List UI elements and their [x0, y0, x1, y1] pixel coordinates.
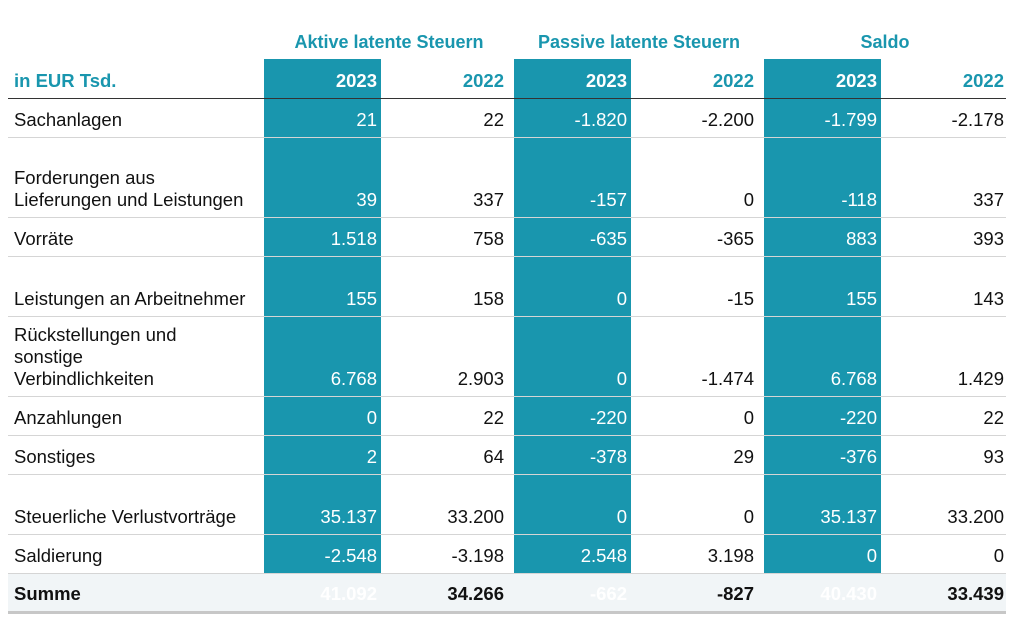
table-cell: -1.474 — [701, 368, 754, 389]
year-header: 2022 — [712, 70, 754, 91]
table-cell: 3.198 — [707, 545, 754, 566]
table-cell: -3.198 — [451, 545, 504, 566]
table-cell: 0 — [743, 407, 754, 428]
table-cell: -15 — [727, 288, 754, 309]
table-cell: -220 — [839, 407, 877, 428]
table-cell: 337 — [473, 189, 504, 210]
group-header-aktive: Aktive latente Steuern — [294, 32, 484, 52]
table-cell: 0 — [616, 288, 627, 309]
row-label: Sonstiges — [14, 446, 96, 467]
table-cell: -1.799 — [824, 109, 877, 130]
table-cell: 0 — [743, 189, 754, 210]
row-label: Saldierung — [14, 545, 103, 566]
table-row: Forderungen aus Lieferungen und Leistung… — [8, 138, 1006, 218]
table-cell: 64 — [483, 446, 504, 467]
row-label: Anzahlungen — [14, 407, 123, 428]
table-cell: 883 — [846, 228, 877, 249]
table-cell: 158 — [473, 288, 504, 309]
table-cell: -378 — [589, 446, 627, 467]
table-cell: 35.137 — [820, 506, 877, 527]
row-label: Leistungen an Arbeitnehmer — [14, 288, 246, 309]
table-row: Rückstellungen und sonstige Verbindlichk… — [8, 317, 1006, 397]
table-row: Sonstiges 2 64 -378 29 -376 93 — [8, 436, 1006, 475]
table-row: Leistungen an Arbeitnehmer 155 158 0 -15… — [8, 257, 1006, 317]
table-cell: 2.903 — [457, 368, 504, 389]
total-cell: -827 — [716, 583, 754, 604]
table-cell: -157 — [589, 189, 627, 210]
table-cell: -2.200 — [701, 109, 754, 130]
table-cell: 1.518 — [330, 228, 377, 249]
table-cell: 22 — [483, 407, 504, 428]
table-cell: -2.548 — [324, 545, 377, 566]
row-label: Vorräte — [14, 228, 74, 249]
table-cell: 6.768 — [830, 368, 877, 389]
table-cell: -365 — [716, 228, 754, 249]
table-cell: 1.429 — [957, 368, 1004, 389]
highlight-column-passive-2023 — [514, 59, 631, 611]
table-cell: -376 — [839, 446, 877, 467]
highlight-column-saldo-2023 — [764, 59, 881, 611]
table-cell: 155 — [846, 288, 877, 309]
table-row: Vorräte 1.518 758 -635 -365 883 393 — [8, 218, 1006, 257]
table-cell: 0 — [993, 545, 1004, 566]
group-header-passive: Passive latente Steuern — [537, 32, 741, 52]
table-cell: 39 — [356, 189, 377, 210]
table-cell: 33.200 — [447, 506, 504, 527]
table-cell: -220 — [589, 407, 627, 428]
table-row: Sachanlagen 21 22 -1.820 -2.200 -1.799 -… — [8, 99, 1006, 138]
year-header: 2023 — [335, 70, 377, 91]
table-cell: 393 — [973, 228, 1004, 249]
year-header: 2023 — [585, 70, 627, 91]
total-label: Summe — [14, 583, 81, 604]
row-label: Rückstellungen und sonstige Verbindlichk… — [14, 324, 177, 389]
table-cell: 758 — [473, 228, 504, 249]
table-cell: 337 — [973, 189, 1004, 210]
table-cell: 6.768 — [330, 368, 377, 389]
table-cell: 155 — [346, 288, 377, 309]
table-row: Saldierung -2.548 -3.198 2.548 3.198 0 0 — [8, 535, 1006, 574]
table-cell: 35.137 — [320, 506, 377, 527]
table-cell: -2.178 — [951, 109, 1004, 130]
year-header: 2022 — [962, 70, 1004, 91]
highlight-column-aktive-2023 — [264, 59, 381, 611]
row-label: Forderungen aus Lieferungen und Leistung… — [14, 167, 244, 210]
table-cell: 21 — [356, 109, 377, 130]
year-header: 2023 — [835, 70, 877, 91]
total-cell: 40.430 — [820, 583, 877, 604]
table-cell: 93 — [983, 446, 1004, 467]
table-cell: 0 — [616, 368, 627, 389]
unit-label: in EUR Tsd. — [14, 70, 117, 91]
table-cell: 2 — [366, 446, 377, 467]
table-cell: 0 — [743, 506, 754, 527]
table-cell: 143 — [973, 288, 1004, 309]
table-cell: -1.820 — [574, 109, 627, 130]
table-cell: 0 — [366, 407, 377, 428]
total-row: Summe 41.092 34.266 -662 -827 40.430 33.… — [8, 574, 1006, 614]
table-cell: 2.548 — [580, 545, 627, 566]
total-cell: 33.439 — [947, 583, 1004, 604]
row-label: Sachanlagen — [14, 109, 123, 130]
table-cell: -118 — [841, 189, 877, 210]
total-cell: 41.092 — [320, 583, 377, 604]
table-row: Steuerliche Verlustvorträge 35.137 33.20… — [8, 475, 1006, 535]
table-cell: 22 — [483, 109, 504, 130]
table-cell: 22 — [983, 407, 1004, 428]
group-header-saldo: Saldo — [860, 32, 910, 52]
table-cell: 0 — [616, 506, 627, 527]
total-cell: 34.266 — [447, 583, 504, 604]
table-row: Anzahlungen 0 22 -220 0 -220 22 — [8, 397, 1006, 436]
total-cell: -662 — [589, 583, 627, 604]
table-cell: 0 — [866, 545, 877, 566]
table-cell: 29 — [733, 446, 754, 467]
table-cell: 33.200 — [947, 506, 1004, 527]
row-label: Steuerliche Verlustvorträge — [14, 506, 237, 527]
column-header-row: in EUR Tsd. 2023 2022 2023 2022 2023 202… — [8, 60, 1006, 99]
table-cell: -635 — [589, 228, 627, 249]
year-header: 2022 — [462, 70, 504, 91]
